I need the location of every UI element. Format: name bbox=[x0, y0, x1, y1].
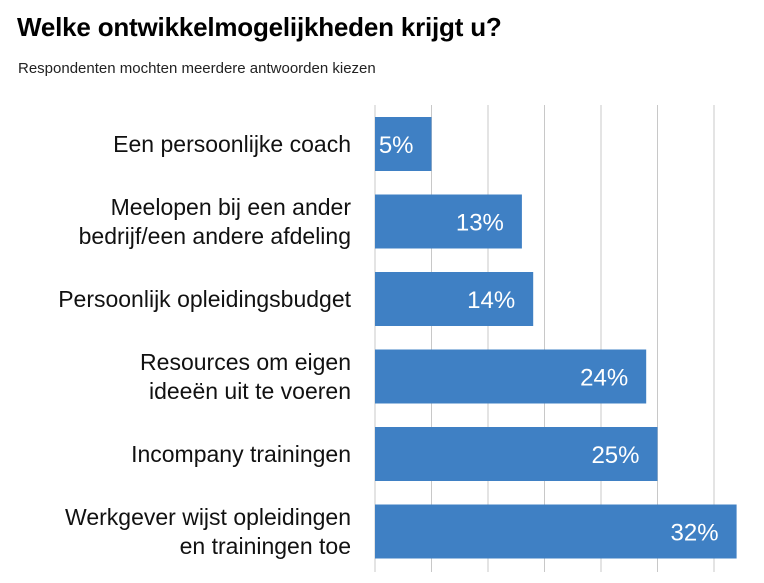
bar bbox=[375, 272, 534, 326]
data-label: 14% bbox=[467, 287, 515, 314]
category-label-line: Resources om eigen bbox=[140, 349, 351, 375]
chart-title: Welke ontwikkelmogelijkheden krijgt u? bbox=[17, 12, 502, 42]
category-label-line: Werkgever wijst opleidingen bbox=[65, 504, 351, 530]
data-label: 13% bbox=[456, 210, 504, 237]
category-label-line: Een persoonlijke coach bbox=[113, 131, 351, 157]
bar bbox=[375, 117, 432, 171]
data-label: 24% bbox=[580, 365, 628, 392]
category-label: Persoonlijk opleidingsbudget bbox=[58, 286, 351, 312]
data-label: 32% bbox=[671, 520, 719, 547]
category-label-line: ideeën uit te voeren bbox=[149, 378, 351, 404]
bar bbox=[375, 349, 647, 404]
category-label-line: Meelopen bij een ander bbox=[111, 194, 352, 220]
data-label: 5% bbox=[379, 132, 414, 159]
category-label-line: bedrijf/een andere afdeling bbox=[79, 223, 351, 249]
category-label-line: Persoonlijk opleidingsbudget bbox=[58, 286, 351, 312]
bar bbox=[375, 194, 522, 249]
category-label: Een persoonlijke coach bbox=[113, 131, 351, 157]
category-label: Werkgever wijst opleidingen en trainingen… bbox=[65, 504, 351, 559]
category-label-line: Incompany trainingen bbox=[131, 441, 351, 467]
category-label: Incompany trainingen bbox=[131, 441, 351, 467]
category-label: Resources om eigen ideeën uit te voeren bbox=[140, 349, 351, 404]
chart-subtitle: Respondenten mochten meerdere antwoorden… bbox=[18, 60, 376, 77]
category-label: Meelopen bij een ander bedrijf/een andere… bbox=[79, 194, 352, 249]
data-label: 25% bbox=[591, 442, 639, 469]
category-label-line: en trainingen toe bbox=[180, 533, 351, 559]
bar bbox=[375, 427, 658, 481]
bar bbox=[375, 504, 737, 559]
